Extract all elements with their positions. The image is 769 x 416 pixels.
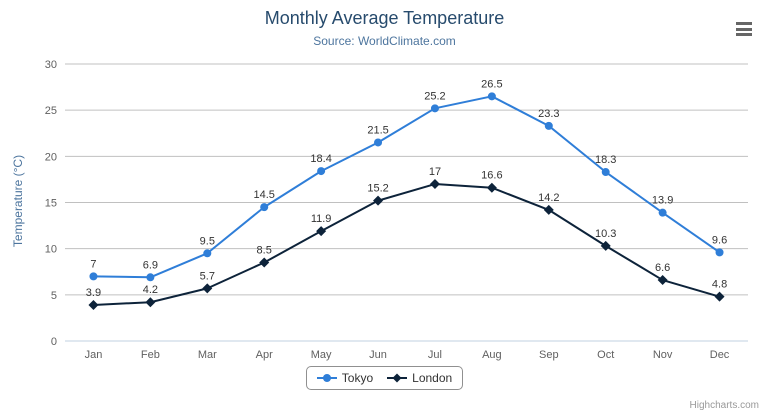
hamburger-menu-icon[interactable] [733,20,757,38]
data-label: 3.9 [86,287,101,299]
data-point-london[interactable] [88,299,99,310]
x-axis-label: Nov [653,349,673,361]
legend-label: London [412,371,453,385]
x-axis-label: Jul [428,349,442,361]
legend-item-tokyo[interactable]: Tokyo [316,371,374,385]
data-point-london[interactable] [714,291,725,302]
data-label: 4.8 [712,279,727,291]
menu-bar [736,22,752,25]
data-point-tokyo[interactable] [317,167,326,176]
data-point-london[interactable] [259,257,270,268]
data-label: 5.7 [200,270,215,282]
data-point-tokyo[interactable] [544,121,553,130]
x-axis-label: Oct [597,349,614,361]
data-point-london[interactable] [657,275,668,286]
data-label: 6.6 [655,262,670,274]
legend-box: Tokyo London [305,366,464,390]
data-label: 9.6 [712,234,727,246]
data-point-london[interactable] [543,204,554,215]
data-label: 17 [429,166,441,178]
legend-symbol [392,373,402,383]
data-label: 10.3 [595,228,616,240]
data-label: 9.5 [200,235,215,247]
y-axis-label: 15 [45,198,57,210]
legend-label: Tokyo [341,371,374,385]
y-axis-label: 5 [51,290,57,302]
data-point-london[interactable] [373,195,384,206]
legend-marker-circle-icon [316,374,337,382]
data-label: 18.3 [595,154,616,166]
chart-title: Monthly Average Temperature [264,8,505,28]
data-label: 14.2 [538,192,559,204]
data-point-tokyo[interactable] [430,104,439,113]
y-axis-label: 30 [45,59,57,71]
y-axis-label: 25 [45,105,57,117]
data-point-london[interactable] [600,240,611,251]
data-point-tokyo[interactable] [146,273,155,282]
data-label: 7 [90,258,96,270]
data-point-london[interactable] [202,283,213,294]
data-label: 15.2 [367,183,388,195]
legend-marker-diamond-icon [387,373,408,383]
data-label: 25.2 [424,90,445,102]
data-point-london[interactable] [429,179,440,190]
data-label: 18.4 [310,153,331,165]
x-axis-label: Apr [256,349,273,361]
data-point-tokyo[interactable] [89,272,98,281]
data-label: 23.3 [538,108,559,120]
x-axis-label: Jun [369,349,387,361]
data-point-tokyo[interactable] [658,208,667,217]
x-axis-label: Feb [141,349,160,361]
menu-bar [736,27,752,31]
data-label: 14.5 [253,189,274,201]
x-axis-label: Jan [85,349,103,361]
legend-symbol [322,374,331,382]
x-axis-label: Dec [710,349,730,361]
data-point-tokyo[interactable] [601,168,610,177]
y-axis-label: 10 [45,244,57,256]
credits-link[interactable]: Highcharts.com [689,400,759,411]
data-label: 16.6 [481,170,502,182]
y-axis-label: 20 [45,151,57,163]
data-point-london[interactable] [145,297,156,308]
data-label: 26.5 [481,78,502,90]
x-axis-label: Aug [482,349,502,361]
legend-item-london[interactable]: London [387,371,452,385]
chart-subtitle: Source: WorldClimate.com [313,34,456,48]
x-axis-label: Sep [539,349,559,361]
y-axis-label: 0 [51,336,57,348]
menu-bar [736,33,752,36]
data-label: 11.9 [311,213,332,225]
series-line-tokyo [92,95,721,279]
data-point-london[interactable] [486,182,497,193]
data-point-tokyo[interactable] [715,248,724,257]
x-axis-label: May [311,349,332,361]
data-point-tokyo[interactable] [374,138,383,147]
x-axis-label: Mar [198,349,217,361]
legend: Tokyo London [0,366,769,390]
data-label: 6.9 [143,259,158,271]
data-label: 21.5 [367,124,388,136]
data-point-london[interactable] [316,226,327,237]
data-point-tokyo[interactable] [487,92,496,101]
data-label: 13.9 [652,195,673,207]
data-label: 8.5 [257,245,272,257]
data-label: 4.2 [143,284,158,296]
data-point-tokyo[interactable] [260,203,269,212]
data-point-tokyo[interactable] [203,249,212,258]
series-line-london [92,183,721,306]
